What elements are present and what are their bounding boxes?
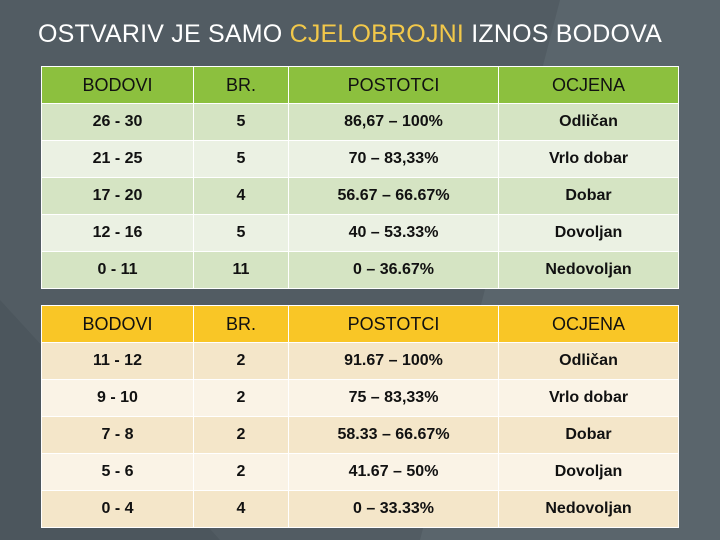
cell-bodovi: 11 - 12	[41, 342, 194, 380]
table-row: 9 - 10 2 75 – 83,33% Vrlo dobar	[41, 379, 679, 417]
slide-title: OSTVARIV JE SAMO CJELOBROJNI IZNOS BODOV…	[38, 20, 662, 49]
cell-postotci: 40 – 53.33%	[288, 214, 499, 252]
grading-table-12-points: BODOVI BR. POSTOTCI OCJENA 11 - 12 2 91.…	[41, 305, 679, 528]
table-row: 21 - 25 5 70 – 83,33% Vrlo dobar	[41, 140, 679, 178]
cell-postotci: 0 – 33.33%	[288, 490, 499, 528]
cell-bodovi: 0 - 4	[41, 490, 194, 528]
table-row: 7 - 8 2 58.33 – 66.67% Dobar	[41, 416, 679, 454]
table-row: 5 - 6 2 41.67 – 50% Dovoljan	[41, 453, 679, 491]
cell-ocjena: Dovoljan	[498, 453, 679, 491]
cell-bodovi: 5 - 6	[41, 453, 194, 491]
cell-ocjena: Nedovoljan	[498, 251, 679, 289]
cell-br: 2	[193, 416, 289, 454]
table-row: 11 - 12 2 91.67 – 100% Odličan	[41, 342, 679, 380]
cell-br: 2	[193, 342, 289, 380]
cell-br: 5	[193, 140, 289, 178]
header-bodovi: BODOVI	[41, 66, 194, 104]
cell-postotci: 70 – 83,33%	[288, 140, 499, 178]
cell-bodovi: 9 - 10	[41, 379, 194, 417]
header-ocjena: OCJENA	[498, 66, 679, 104]
title-part-2: IZNOS BODOVA	[464, 20, 663, 48]
cell-ocjena: Dovoljan	[498, 214, 679, 252]
table-row: 26 - 30 5 86,67 – 100% Odličan	[41, 103, 679, 141]
cell-br: 4	[193, 490, 289, 528]
cell-br: 4	[193, 177, 289, 215]
cell-br: 2	[193, 453, 289, 491]
cell-br: 5	[193, 214, 289, 252]
table-row: 12 - 16 5 40 – 53.33% Dovoljan	[41, 214, 679, 252]
cell-ocjena: Vrlo dobar	[498, 140, 679, 178]
cell-bodovi: 17 - 20	[41, 177, 194, 215]
cell-bodovi: 7 - 8	[41, 416, 194, 454]
cell-ocjena: Vrlo dobar	[498, 379, 679, 417]
cell-br: 2	[193, 379, 289, 417]
cell-ocjena: Dobar	[498, 177, 679, 215]
cell-postotci: 86,67 – 100%	[288, 103, 499, 141]
cell-br: 11	[193, 251, 289, 289]
cell-postotci: 75 – 83,33%	[288, 379, 499, 417]
header-postotci: POSTOTCI	[288, 305, 499, 343]
table-row: 0 - 11 11 0 – 36.67% Nedovoljan	[41, 251, 679, 289]
header-bodovi: BODOVI	[41, 305, 194, 343]
grading-table-30-points: BODOVI BR. POSTOTCI OCJENA 26 - 30 5 86,…	[41, 66, 679, 289]
title-highlight: CJELOBROJNI	[289, 20, 465, 48]
cell-postotci: 58.33 – 66.67%	[288, 416, 499, 454]
cell-ocjena: Nedovoljan	[498, 490, 679, 528]
cell-br: 5	[193, 103, 289, 141]
cell-postotci: 41.67 – 50%	[288, 453, 499, 491]
cell-postotci: 0 – 36.67%	[288, 251, 499, 289]
header-br: BR.	[193, 305, 289, 343]
cell-bodovi: 21 - 25	[41, 140, 194, 178]
table-row: 17 - 20 4 56.67 – 66.67% Dobar	[41, 177, 679, 215]
cell-ocjena: Dobar	[498, 416, 679, 454]
cell-bodovi: 0 - 11	[41, 251, 194, 289]
header-br: BR.	[193, 66, 289, 104]
header-postotci: POSTOTCI	[288, 66, 499, 104]
cell-ocjena: Odličan	[498, 103, 679, 141]
title-part-1: OSTVARIV JE SAMO	[38, 20, 290, 48]
cell-bodovi: 26 - 30	[41, 103, 194, 141]
table-header-row: BODOVI BR. POSTOTCI OCJENA	[41, 66, 679, 104]
cell-postotci: 56.67 – 66.67%	[288, 177, 499, 215]
table-header-row: BODOVI BR. POSTOTCI OCJENA	[41, 305, 679, 343]
cell-ocjena: Odličan	[498, 342, 679, 380]
table-row: 0 - 4 4 0 – 33.33% Nedovoljan	[41, 490, 679, 528]
cell-postotci: 91.67 – 100%	[288, 342, 499, 380]
header-ocjena: OCJENA	[498, 305, 679, 343]
cell-bodovi: 12 - 16	[41, 214, 194, 252]
